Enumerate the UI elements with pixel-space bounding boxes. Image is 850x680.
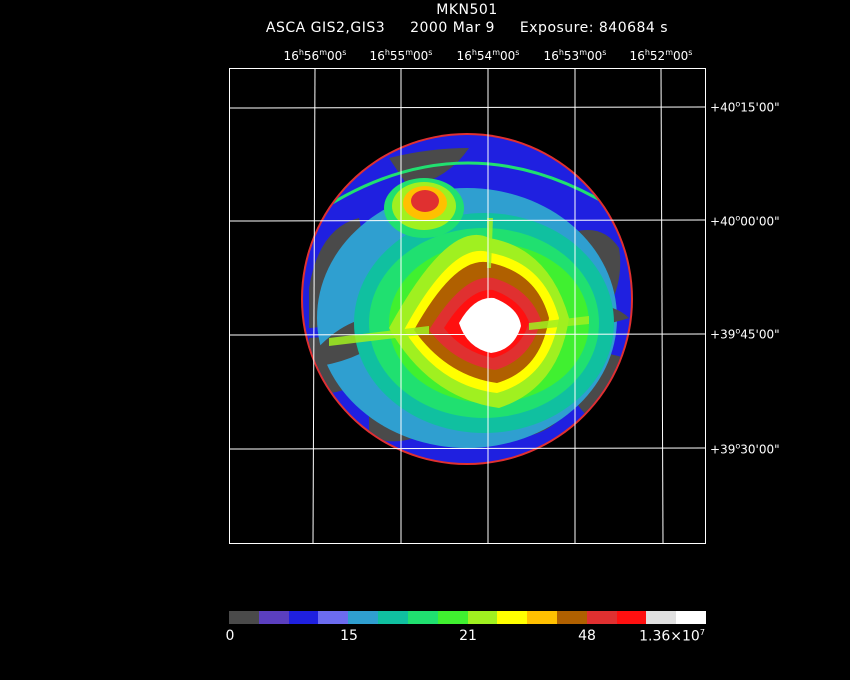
ra-label: 16h54m00s	[456, 48, 520, 63]
dec-label: +39o30'00"	[710, 441, 780, 457]
colorbar-segment	[556, 611, 587, 624]
colorbar-label: 21	[459, 628, 477, 644]
colorbar-segment	[527, 611, 557, 624]
object-title: MKN501	[436, 2, 498, 18]
colorbar-segment	[258, 611, 289, 624]
colorbar-max-label: 1.36×107	[639, 628, 705, 645]
ra-label: 16h56m00s	[283, 48, 347, 63]
instrument-label: ASCA GIS2,GIS3	[265, 20, 386, 36]
colorbar-segment	[586, 611, 617, 624]
observation-info: ASCA GIS2,GIS3 2000 Mar 9 Exposure: 8406…	[42, 20, 850, 36]
colorbar-segment	[407, 611, 438, 624]
colorbar-segment	[318, 611, 349, 624]
ra-label: 16h53m00s	[543, 48, 607, 63]
colorbar-segment	[497, 611, 528, 624]
colorbar-segment	[229, 611, 259, 624]
date-label: 2000 Mar 9	[410, 20, 495, 36]
exposure-label: Exposure: 840684 s	[519, 20, 669, 36]
dec-label: +39o45'00"	[710, 326, 780, 342]
colorbar-segment	[467, 611, 498, 624]
colorbar	[229, 611, 706, 624]
colorbar-segment	[646, 611, 677, 624]
xray-image	[229, 68, 706, 544]
ra-label: 16h55m00s	[369, 48, 433, 63]
dec-label: +40o15'00"	[710, 99, 780, 115]
colorbar-segment	[437, 611, 468, 624]
colorbar-segment	[378, 611, 408, 624]
colorbar-segment	[676, 611, 706, 624]
colorbar-label: 15	[340, 628, 358, 644]
colorbar-label: 0	[225, 628, 235, 644]
colorbar-segment	[288, 611, 319, 624]
colorbar-label: 48	[578, 628, 596, 644]
colorbar-segment	[616, 611, 647, 624]
colorbar-segment	[348, 611, 379, 624]
dec-label: +40o00'00"	[710, 213, 780, 229]
ra-label: 16h52m00s	[629, 48, 693, 63]
